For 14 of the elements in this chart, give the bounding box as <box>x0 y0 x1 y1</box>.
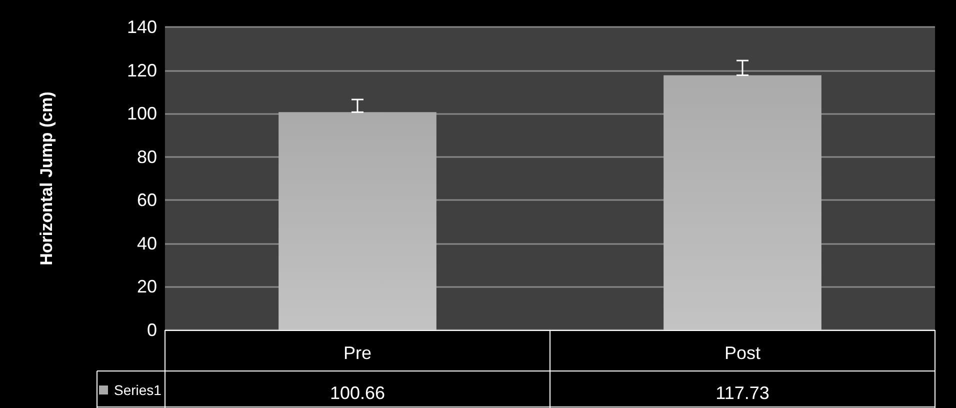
y-tick-label: 0 <box>146 320 157 340</box>
data-label: 117.73 <box>716 383 770 403</box>
y-tick-label: 80 <box>136 146 157 167</box>
x-tick-label: Pre <box>343 343 372 363</box>
y-tick-label: 100 <box>126 104 157 124</box>
y-tick-label: 60 <box>136 190 157 210</box>
y-tick-label: 120 <box>126 60 157 80</box>
y-tick-label: 40 <box>136 233 157 254</box>
y-axis-title: Horizontal Jump (cm) <box>37 92 56 266</box>
y-tick-label: 20 <box>136 276 157 297</box>
x-tick-label: Post <box>724 343 761 363</box>
legend-label: Series1 <box>114 382 162 398</box>
y-tick-label: 140 <box>126 17 157 37</box>
data-label: 100.66 <box>330 383 386 403</box>
